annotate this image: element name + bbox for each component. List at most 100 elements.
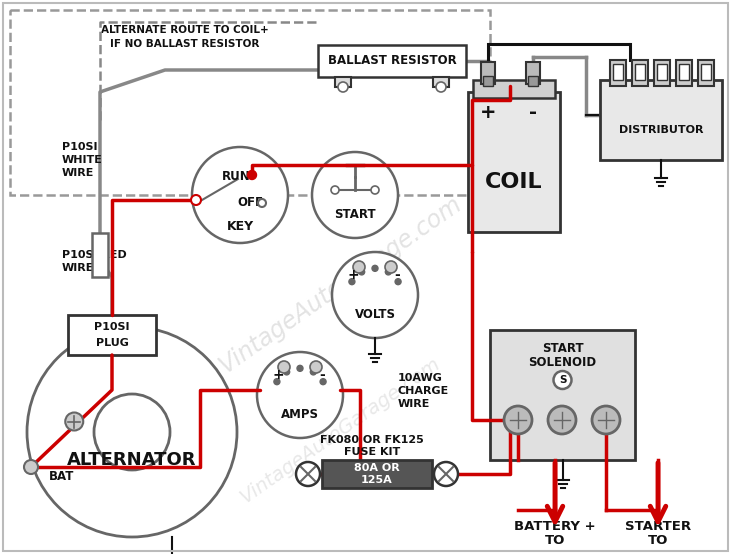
Text: WIRE: WIRE <box>398 399 431 409</box>
Bar <box>318 45 466 77</box>
Text: 10AWG: 10AWG <box>398 373 443 383</box>
Circle shape <box>385 269 391 275</box>
Circle shape <box>332 252 418 338</box>
Bar <box>526 62 540 84</box>
Circle shape <box>504 406 532 434</box>
Text: KEY: KEY <box>227 220 254 233</box>
Text: VintageAutoGarage.com: VintageAutoGarage.com <box>236 353 444 506</box>
Text: P10SI: P10SI <box>62 142 97 152</box>
Circle shape <box>548 406 576 434</box>
Bar <box>10 10 490 195</box>
Circle shape <box>296 462 320 486</box>
Text: VOLTS: VOLTS <box>355 309 395 321</box>
Text: +: + <box>272 368 284 382</box>
Text: ALTERNATE ROUTE TO COIL+: ALTERNATE ROUTE TO COIL+ <box>101 25 269 35</box>
Text: AMPS: AMPS <box>281 408 319 422</box>
Bar <box>528 76 538 86</box>
Circle shape <box>372 265 378 271</box>
Circle shape <box>257 352 343 438</box>
Bar <box>654 60 670 86</box>
Bar <box>322 460 432 488</box>
Text: SOLENOID: SOLENOID <box>529 356 596 368</box>
Text: WIRE: WIRE <box>62 263 94 273</box>
Bar <box>600 80 722 160</box>
Text: RUN: RUN <box>221 171 251 183</box>
Bar <box>481 62 495 84</box>
Circle shape <box>592 406 620 434</box>
Text: S: S <box>558 375 567 385</box>
Text: +: + <box>347 268 359 282</box>
Text: BAT: BAT <box>49 470 75 484</box>
Text: BALLAST RESISTOR: BALLAST RESISTOR <box>327 54 456 68</box>
Circle shape <box>320 379 326 384</box>
Circle shape <box>353 261 365 273</box>
Circle shape <box>191 195 201 205</box>
Circle shape <box>331 186 339 194</box>
Circle shape <box>248 171 257 179</box>
Circle shape <box>338 82 348 92</box>
Circle shape <box>297 365 303 371</box>
Circle shape <box>371 186 379 194</box>
Text: WIRE: WIRE <box>62 168 94 178</box>
Bar <box>610 60 626 86</box>
Text: P10SI: P10SI <box>94 322 129 332</box>
Text: P10SI RED: P10SI RED <box>62 250 126 260</box>
Circle shape <box>284 369 289 375</box>
Bar <box>490 330 635 460</box>
Text: START: START <box>542 341 583 355</box>
Circle shape <box>24 460 38 474</box>
Text: WHITE: WHITE <box>62 155 103 165</box>
Bar <box>68 315 156 355</box>
Circle shape <box>311 369 317 375</box>
Text: FK080 OR FK125: FK080 OR FK125 <box>320 435 424 445</box>
Bar <box>657 64 667 80</box>
Circle shape <box>349 279 355 285</box>
Circle shape <box>27 327 237 537</box>
Circle shape <box>312 152 398 238</box>
Circle shape <box>434 462 458 486</box>
Text: PLUG: PLUG <box>96 338 129 348</box>
Bar <box>468 92 560 232</box>
Bar <box>92 233 108 277</box>
Text: -: - <box>529 102 537 121</box>
Circle shape <box>94 394 170 470</box>
Circle shape <box>359 269 365 275</box>
Text: START: START <box>334 208 376 222</box>
Text: CHARGE: CHARGE <box>398 386 450 396</box>
Bar <box>701 64 711 80</box>
Text: 80A OR
125A: 80A OR 125A <box>354 463 400 485</box>
Text: IF NO BALLAST RESISTOR: IF NO BALLAST RESISTOR <box>110 39 260 49</box>
Text: +: + <box>480 102 496 121</box>
Text: STARTER: STARTER <box>625 520 691 532</box>
Circle shape <box>436 82 446 92</box>
Text: TO: TO <box>648 534 668 546</box>
Circle shape <box>385 261 397 273</box>
Text: ALTERNATOR: ALTERNATOR <box>67 451 197 469</box>
Circle shape <box>65 413 83 430</box>
Circle shape <box>395 279 401 285</box>
Bar <box>679 64 689 80</box>
Text: -: - <box>394 268 400 282</box>
Circle shape <box>274 379 280 384</box>
Bar <box>632 60 648 86</box>
Text: VintageAutoGarage.com: VintageAutoGarage.com <box>214 192 466 378</box>
Bar <box>433 77 449 87</box>
Bar <box>698 60 714 86</box>
Bar <box>473 80 555 98</box>
Circle shape <box>553 371 572 389</box>
Circle shape <box>192 147 288 243</box>
Text: FUSE KIT: FUSE KIT <box>344 447 400 457</box>
Bar <box>676 60 692 86</box>
Bar <box>483 76 493 86</box>
Text: COIL: COIL <box>485 172 543 192</box>
Bar <box>335 77 351 87</box>
Text: OFF: OFF <box>237 197 263 209</box>
Circle shape <box>310 361 322 373</box>
Circle shape <box>278 361 290 373</box>
Bar <box>635 64 645 80</box>
Text: TO: TO <box>545 534 565 546</box>
Text: BATTERY +: BATTERY + <box>514 520 596 532</box>
Text: -: - <box>319 368 325 382</box>
Circle shape <box>258 199 266 207</box>
Text: DISTRIBUTOR: DISTRIBUTOR <box>618 125 703 135</box>
